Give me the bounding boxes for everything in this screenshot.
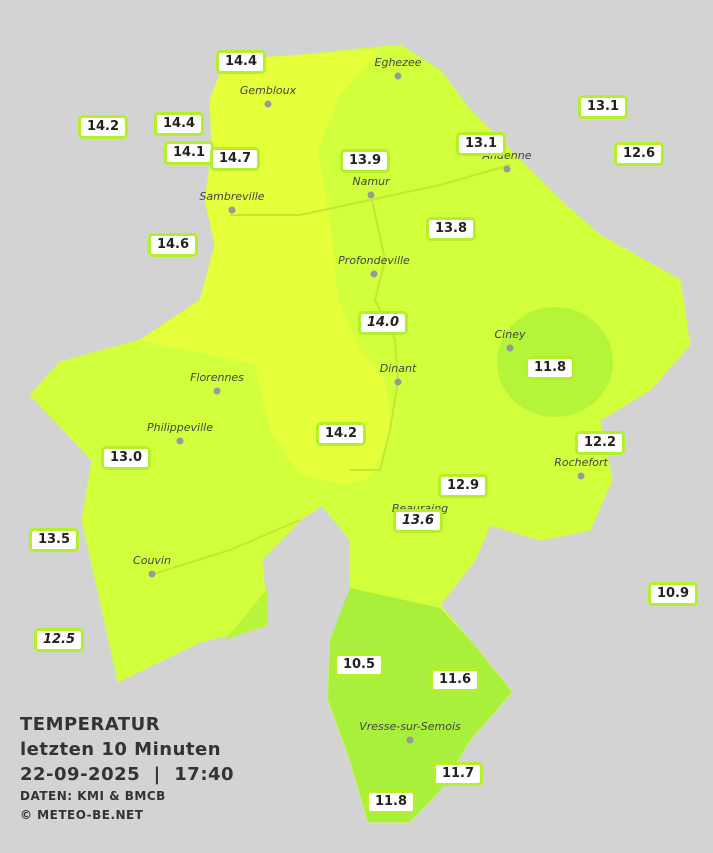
river — [149, 164, 511, 576]
city-dot — [367, 191, 375, 199]
station-value: 14.6 — [147, 233, 199, 257]
station-value: 11.8 — [365, 790, 417, 814]
station-value: 13.6 — [392, 509, 444, 533]
station-value: 10.9 — [647, 582, 699, 606]
station-value: 12.5 — [33, 628, 85, 652]
station-value: 14.0 — [357, 311, 409, 335]
city-dot — [228, 206, 236, 214]
city-dot — [394, 72, 402, 80]
city-name: Profondeville — [338, 254, 410, 267]
city-name: Couvin — [133, 554, 171, 567]
warm-zone — [140, 50, 392, 485]
station-value: 13.8 — [425, 217, 477, 241]
legend-copyright: © METEO-BE.NET — [20, 808, 144, 822]
city-name: Rochefort — [554, 456, 608, 469]
city-dot — [394, 378, 402, 386]
station-value: 11.6 — [429, 668, 481, 692]
city-name: Sambreville — [199, 190, 265, 203]
station-value: 14.1 — [163, 141, 215, 165]
station-value: 14.2 — [315, 422, 367, 446]
cool-zone — [328, 588, 512, 822]
legend: TEMPERATUR letzten 10 Minuten 22-09-2025… — [20, 712, 234, 825]
station-value: 11.7 — [432, 762, 484, 786]
station-value: 14.2 — [77, 115, 129, 139]
cool-zone — [225, 588, 268, 640]
legend-title: TEMPERATUR — [20, 714, 161, 735]
station-value: 12.2 — [574, 431, 626, 455]
station-value: 14.4 — [215, 50, 267, 74]
legend-datetime: 22-09-2025 | 17:40 — [20, 764, 235, 785]
city-dot — [176, 437, 184, 445]
city-name: Eghezee — [374, 56, 422, 69]
station-value: 11.8 — [524, 356, 576, 380]
city-name: Florennes — [190, 371, 244, 384]
station-value: 13.0 — [100, 446, 152, 470]
city-dot — [148, 570, 156, 578]
station-value: 14.4 — [153, 112, 205, 136]
city-dot — [406, 736, 414, 744]
legend-period: letzten 10 Minuten — [20, 739, 222, 760]
station-value: 12.6 — [613, 142, 665, 166]
city-name: Dinant — [379, 362, 417, 375]
city-dot — [577, 472, 585, 480]
station-value: 14.7 — [209, 147, 261, 171]
city-dot — [370, 270, 378, 278]
legend-source: DATEN: KMI & BMCB — [20, 789, 166, 803]
station-value: 13.1 — [455, 132, 507, 156]
city-name: Namur — [352, 175, 390, 188]
station-value: 13.1 — [577, 95, 629, 119]
city-name: Ciney — [494, 328, 526, 341]
city-dot — [213, 387, 221, 395]
city-dot — [264, 100, 272, 108]
city-name: Vresse-sur-Semois — [359, 720, 461, 733]
station-value: 12.9 — [437, 474, 489, 498]
station-value: 13.9 — [339, 149, 391, 173]
city-name: Gembloux — [239, 84, 297, 97]
station-value: 10.5 — [333, 653, 385, 677]
station-value: 13.5 — [28, 528, 80, 552]
city-dot — [506, 344, 514, 352]
city-name: Philippeville — [147, 421, 213, 434]
city-dot — [503, 165, 511, 173]
